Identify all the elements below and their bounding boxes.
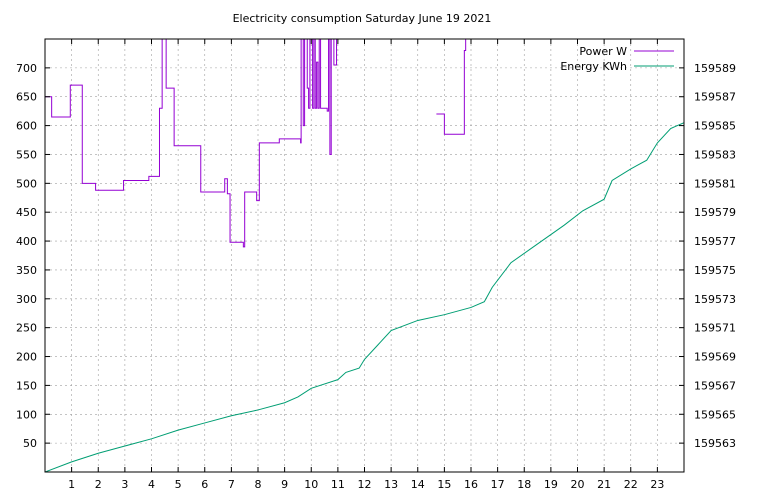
x-tick-label: 22 (624, 478, 638, 491)
grid-layer (45, 39, 684, 472)
chart-title: Electricity consumption Saturday June 19… (233, 12, 492, 25)
y2-tick-label: 159573 (694, 293, 736, 306)
y-tick-label: 500 (16, 177, 37, 190)
x-tick-label: 10 (304, 478, 318, 491)
y2-tick-label: 159587 (694, 91, 736, 104)
y-tick-label: 700 (16, 62, 37, 75)
x-tick-label: 18 (517, 478, 531, 491)
x-tick-label: 13 (384, 478, 398, 491)
y-tick-label: 650 (16, 91, 37, 104)
x-tick-label: 7 (228, 478, 235, 491)
x-tick-label: 15 (437, 478, 451, 491)
y2-tick-label: 159575 (694, 264, 736, 277)
x-tick-label: 19 (544, 478, 558, 491)
y2-tick-label: 159589 (694, 62, 736, 75)
legend-label: Energy KWh (560, 60, 627, 73)
y-tick-label: 50 (23, 437, 37, 450)
x-tick-label: 8 (255, 478, 262, 491)
y-tick-label: 150 (16, 379, 37, 392)
y-tick-label: 100 (16, 408, 37, 421)
y2-tick-label: 159571 (694, 322, 736, 335)
legend-label: Power W (579, 45, 627, 58)
x-tick-label: 21 (597, 478, 611, 491)
x-tick-label: 1 (68, 478, 75, 491)
series-layer (45, 39, 684, 472)
x-tick-label: 14 (411, 478, 425, 491)
y2-tick-label: 159579 (694, 206, 736, 219)
x-tick-label: 16 (464, 478, 478, 491)
y-tick-label: 250 (16, 322, 37, 335)
y-tick-label: 550 (16, 148, 37, 161)
power-series-line (45, 39, 471, 248)
y2-tick-label: 159565 (694, 408, 736, 421)
y2-tick-label: 159585 (694, 120, 736, 133)
y2-tick-label: 159567 (694, 379, 736, 392)
x-tick-label: 3 (121, 478, 128, 491)
x-tick-label: 5 (175, 478, 182, 491)
x-tick-label: 9 (281, 478, 288, 491)
legend: Power W Energy KWh (560, 45, 674, 73)
y2-tick-label: 159581 (694, 177, 736, 190)
x-tick-label: 23 (650, 478, 664, 491)
y-tick-label: 300 (16, 293, 37, 306)
y-tick-label: 600 (16, 120, 37, 133)
y2-tick-label: 159569 (694, 351, 736, 364)
y2-tick-label: 159563 (694, 437, 736, 450)
x-tick-label: 17 (491, 478, 505, 491)
y2-tick-label: 159577 (694, 235, 736, 248)
y-tick-label: 400 (16, 235, 37, 248)
x-tick-label: 20 (571, 478, 585, 491)
y-tick-label: 200 (16, 351, 37, 364)
y-tick-label: 350 (16, 264, 37, 277)
x-tick-label: 12 (358, 478, 372, 491)
y2-tick-label: 159583 (694, 148, 736, 161)
x-tick-label: 11 (331, 478, 345, 491)
tick-layer: 1 2 3 4 5 6 7 8 9 10 11 12 13 14 15 16 17 18 19 20 21 22 23501… (16, 39, 736, 491)
y-tick-label: 450 (16, 206, 37, 219)
energy-series-line (45, 122, 684, 472)
x-tick-label: 2 (95, 478, 102, 491)
x-tick-label: 6 (201, 478, 208, 491)
x-tick-label: 4 (148, 478, 155, 491)
